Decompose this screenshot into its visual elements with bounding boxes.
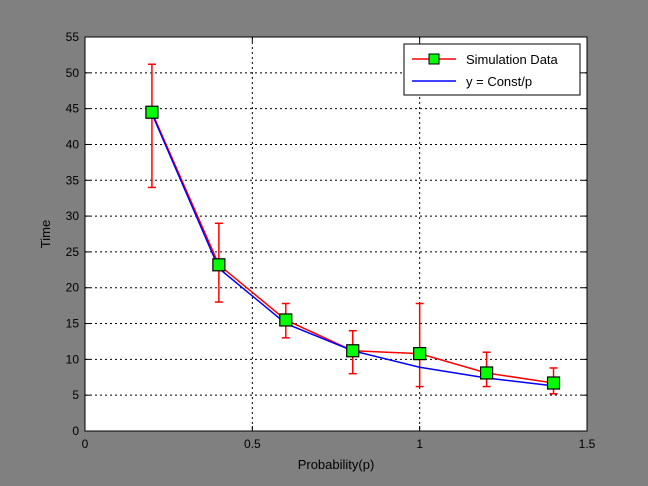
legend-box xyxy=(403,43,581,96)
y-tick-label: 5 xyxy=(72,388,79,402)
plot-area xyxy=(84,36,588,432)
y-tick-label: 0 xyxy=(72,424,79,438)
legend: Simulation Data y = Const/p xyxy=(403,43,581,96)
x-tick-label: 1.5 xyxy=(579,437,596,451)
x-axis-label: Probability(p) xyxy=(298,457,375,472)
data-point-marker xyxy=(413,347,427,361)
y-tick-label: 40 xyxy=(66,137,80,151)
error-bar xyxy=(415,302,424,388)
data-point-marker xyxy=(145,105,159,119)
y-tick-label: 20 xyxy=(66,281,80,295)
y-tick-label: 15 xyxy=(66,317,80,331)
y-tick-label: 35 xyxy=(66,173,80,187)
error-bar xyxy=(147,63,156,189)
y-tick-label: 55 xyxy=(66,30,80,44)
data-point-marker xyxy=(480,366,494,380)
legend-label-simulation-data: Simulation Data xyxy=(466,52,559,67)
y-tick-label: 30 xyxy=(66,209,80,223)
data-point-marker xyxy=(279,313,293,327)
series-layer xyxy=(145,63,561,395)
data-point-marker xyxy=(212,258,226,272)
y-tick-label: 45 xyxy=(66,102,80,116)
data-point-marker xyxy=(346,344,360,358)
legend-marker-simulation-data xyxy=(428,53,440,65)
data-point-marker xyxy=(546,376,561,390)
x-tick-label: 0.5 xyxy=(244,437,261,451)
legend-label-const-over-p: y = Const/p xyxy=(466,74,532,89)
x-tick-label: 1 xyxy=(416,437,423,451)
y-tick-label: 25 xyxy=(66,245,80,259)
grid-lines xyxy=(85,37,587,431)
x-tick-label: 0 xyxy=(82,437,89,451)
y-tick-label: 10 xyxy=(66,352,80,366)
axis-ticks: 0 0.5 1 1.5 0 5 10 15 20 25 30 35 40 45 50 55 xyxy=(66,30,596,451)
y-axis-label: Time xyxy=(38,220,53,248)
y-tick-label: 50 xyxy=(66,66,80,80)
